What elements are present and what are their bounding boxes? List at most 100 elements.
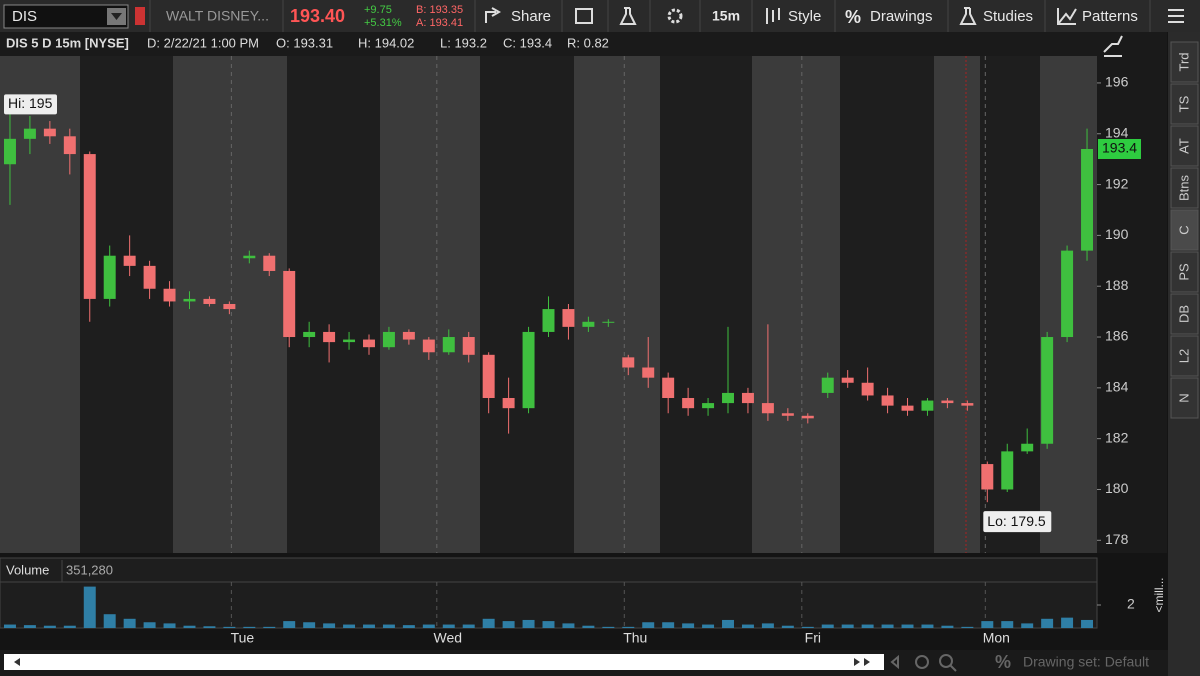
volume-bar (263, 626, 276, 628)
candle-body (562, 309, 575, 327)
last-price-tag (1098, 138, 1141, 159)
scrollbar[interactable] (4, 654, 884, 670)
candle-body (602, 321, 615, 323)
candle-body (741, 392, 754, 404)
info-high: H: 194.02 (358, 35, 414, 50)
candle-body (881, 395, 894, 406)
sidebar-tab[interactable] (1170, 41, 1199, 83)
lo-label-box (983, 511, 1052, 533)
candle-body (921, 400, 934, 411)
candle-body (23, 128, 36, 139)
volume-bar (363, 624, 375, 628)
sidebar-tab-label: DB (1176, 305, 1191, 323)
last-price: 193.40 (290, 6, 345, 26)
symbol-input[interactable] (3, 4, 129, 29)
volume-bar (1041, 618, 1054, 628)
volume-bar (921, 624, 934, 628)
y-tick-label: 190 (1105, 226, 1129, 242)
candle-body (781, 413, 794, 416)
change-pct: +5.31% (364, 17, 402, 29)
style[interactable]: Style (788, 8, 821, 25)
candle-body (981, 464, 994, 490)
candle-body (382, 331, 395, 348)
candle-body (323, 331, 336, 343)
candle-body (542, 309, 555, 332)
y-tick-label: 178 (1105, 531, 1129, 547)
volume-bar (1061, 617, 1074, 628)
alert-icon[interactable] (135, 7, 145, 25)
volume-bar (143, 622, 156, 628)
y-tick-label: 180 (1105, 480, 1129, 496)
volume-bar (1081, 619, 1094, 628)
sidebar-tab[interactable] (1170, 293, 1199, 335)
volume-bar (801, 626, 814, 628)
hi-label: Hi: 195 (8, 95, 53, 111)
arrow (111, 13, 122, 20)
candle-body (682, 398, 695, 409)
candle-body (901, 405, 914, 411)
volume-bar (163, 623, 176, 628)
candle-body (442, 337, 455, 353)
toolbar (0, 0, 1200, 32)
volume-bar (303, 622, 316, 628)
sidebar-tab[interactable] (1170, 83, 1199, 125)
volume-bar (462, 624, 475, 628)
candle-body (183, 298, 196, 302)
patterns[interactable]: Patterns (1082, 8, 1138, 25)
y-tick-label: 186 (1105, 328, 1129, 344)
volume-bar (542, 621, 555, 628)
zoom-icons[interactable] (890, 654, 957, 672)
info-date: D: 2/22/21 1:00 PM (147, 35, 259, 50)
candle-body (941, 400, 954, 404)
candle-body (841, 377, 854, 383)
gear-icon[interactable] (667, 8, 683, 24)
hi-label-box (4, 94, 57, 115)
menu-icon[interactable] (1168, 9, 1184, 23)
volume-bar (502, 621, 515, 628)
candle-body (83, 154, 96, 299)
candle-body (1081, 148, 1094, 251)
volume-bar (702, 624, 715, 628)
candle-body (622, 357, 635, 368)
share[interactable]: Share (511, 8, 551, 25)
info-bar (0, 32, 1097, 56)
volume-unit: <mill... (1152, 577, 1166, 612)
separators (149, 0, 1151, 32)
candle-body (861, 382, 874, 396)
candle-body (1001, 451, 1014, 490)
candle-body (143, 265, 156, 289)
volume-bar (662, 622, 675, 628)
candle-body (582, 321, 595, 327)
candle-body (343, 339, 356, 343)
candle-body (761, 403, 774, 414)
volume-bar (722, 619, 734, 628)
scale-icon[interactable] (1103, 35, 1123, 57)
volume-bar (642, 622, 655, 628)
volume-bar (941, 625, 954, 628)
sidebar-tab[interactable] (1170, 335, 1199, 377)
candle-body (422, 339, 435, 353)
sidebar-tab[interactable] (1170, 251, 1199, 293)
sidebar-tab[interactable] (1170, 125, 1199, 167)
sidebar-tab[interactable] (1170, 209, 1199, 251)
symbol: DIS (12, 8, 37, 25)
volume-bar (781, 625, 794, 628)
candle-body (402, 331, 415, 340)
y-tick-label: 2 (1127, 596, 1135, 612)
drawings[interactable]: Drawings (870, 8, 933, 25)
volume-bar (841, 624, 854, 628)
volume-bar (3, 624, 16, 628)
sidebar-tab-label: Trd (1176, 52, 1191, 71)
sidebar-tab-label: N (1176, 393, 1191, 402)
icon[interactable] (575, 8, 593, 24)
volume-bar (402, 625, 415, 628)
candle-body (243, 255, 256, 259)
studies[interactable]: Studies (983, 8, 1033, 25)
sidebar-tab[interactable] (1170, 167, 1199, 209)
candle-body (1021, 443, 1034, 452)
y-tick-label: 184 (1105, 379, 1129, 395)
timeframe[interactable]: 15m (712, 8, 740, 24)
sidebar-tab[interactable] (1170, 377, 1199, 419)
flask-icon[interactable] (619, 7, 637, 25)
volume-bar (1021, 623, 1034, 628)
